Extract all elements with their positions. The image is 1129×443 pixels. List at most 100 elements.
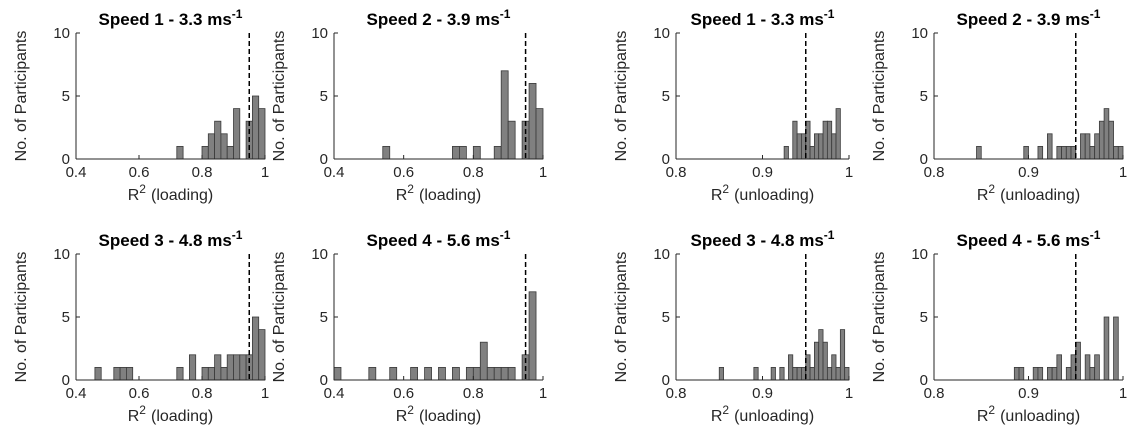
y-tick-label: 5 (320, 88, 328, 105)
histogram-bar (783, 145, 789, 160)
x-tick-label: 1 (845, 385, 853, 402)
y-tick-label: 5 (320, 309, 328, 326)
histogram-bar (792, 366, 798, 381)
histogram-bar (472, 366, 481, 381)
x-tick-label: 0.8 (666, 164, 687, 181)
x-axis-label: R2 (loading) (396, 182, 482, 204)
x-tick-label: 0.6 (393, 385, 414, 402)
histogram-bar (976, 145, 982, 160)
x-tick-label: 0.8 (666, 385, 687, 402)
y-tick-label: 10 (653, 25, 670, 42)
y-tick-label: 0 (320, 372, 328, 389)
histogram-bar (500, 366, 509, 381)
histogram-bar (528, 291, 537, 381)
histogram-bar (822, 341, 828, 381)
y-axis-label: No. of Participants (271, 31, 288, 162)
x-axis-label-symbol: R (396, 187, 408, 204)
y-axis-label: No. of Participants (613, 252, 630, 383)
histogram-bar (201, 145, 209, 160)
histogram-bar (809, 366, 815, 381)
panel-title: Speed 1 - 3.3 ms-1 (99, 7, 243, 29)
y-tick-label: 0 (320, 151, 328, 168)
histogram-bar (1094, 354, 1100, 381)
histogram-bar (424, 366, 432, 381)
panel-title-text: Speed 1 - 3.3 ms (99, 10, 232, 29)
y-tick-label: 0 (920, 151, 928, 168)
histogram-bar (1018, 366, 1025, 381)
histogram-bar (1103, 316, 1110, 381)
y-tick-label: 10 (653, 246, 670, 263)
histogram-bar (382, 145, 391, 160)
x-axis-label-symbol: R (128, 187, 140, 204)
histogram-bar (814, 341, 820, 381)
x-axis-label-suffix: (loading) (419, 408, 481, 425)
panel-title-superscript: -1 (500, 228, 511, 242)
panel-title: Speed 4 - 5.6 ms-1 (367, 228, 511, 250)
x-axis-label-symbol: R (977, 187, 989, 204)
histogram-bars (783, 108, 841, 160)
x-axis-label-superscript: 2 (988, 182, 995, 196)
histogram-bar (835, 108, 841, 160)
x-axis-label-symbol: R (128, 408, 140, 425)
histogram-bar (796, 366, 802, 381)
histogram-bar (493, 366, 502, 381)
y-tick-label: 0 (62, 372, 70, 389)
x-axis-label-suffix: (unloading) (734, 408, 814, 425)
x-tick-label: 1 (539, 164, 547, 181)
histogram-bars (176, 95, 266, 160)
y-tick-label: 10 (311, 246, 328, 263)
x-axis-label-suffix: (unloading) (1000, 408, 1080, 425)
panel-title-text: Speed 1 - 3.3 ms (691, 10, 824, 29)
histogram-bar (818, 133, 824, 160)
histogram-bar (233, 108, 241, 160)
histogram-bar (214, 120, 222, 160)
x-tick-label: 0.4 (324, 164, 345, 181)
y-axis-label: No. of Participants (13, 252, 30, 383)
histogram-bar (1056, 145, 1062, 160)
y-tick-label: 0 (662, 372, 670, 389)
x-tick-label: 0.8 (463, 164, 484, 181)
y-tick-label: 5 (662, 309, 670, 326)
x-tick-label: 0.6 (129, 385, 150, 402)
histogram-bar (500, 70, 509, 160)
histogram-bar (207, 133, 216, 160)
panel-title-superscript: -1 (500, 7, 511, 21)
histogram-bar (1013, 366, 1020, 381)
histogram-bar (718, 366, 724, 381)
x-tick-label: 0.8 (924, 164, 945, 181)
x-tick-label: 1 (539, 385, 547, 402)
histogram-bar (1103, 108, 1110, 160)
histogram-bar (1084, 354, 1091, 381)
y-tick-label: 5 (62, 309, 70, 326)
histogram-bar (1056, 354, 1062, 381)
histogram-bar (779, 366, 785, 381)
y-tick-label: 10 (53, 246, 70, 263)
histogram-bar (1098, 120, 1105, 160)
histogram-bar (1032, 366, 1039, 381)
panel-title-text: Speed 4 - 5.6 ms (367, 231, 500, 250)
x-tick-label: 0.6 (393, 164, 414, 181)
x-tick-label: 0.9 (752, 164, 773, 181)
histogram-bar (113, 366, 121, 381)
y-tick-label: 5 (62, 88, 70, 105)
histogram-bar (1061, 145, 1067, 160)
histogram-bar (535, 108, 544, 160)
x-axis-label-superscript: 2 (722, 182, 729, 196)
histogram-bar (1047, 133, 1053, 160)
x-axis-label-symbol: R (977, 408, 989, 425)
x-tick-label: 0.9 (752, 385, 773, 402)
histogram-bar (251, 95, 260, 160)
histogram-bar (239, 354, 247, 381)
y-axis-label: No. of Participants (871, 31, 888, 162)
histogram-bar (389, 366, 398, 381)
x-axis-label-superscript: 2 (139, 182, 146, 196)
x-tick-label: 1 (1119, 164, 1127, 181)
histogram-bar (258, 108, 266, 160)
y-axis-label: No. of Participants (13, 31, 30, 162)
panel-title: Speed 2 - 3.9 ms-1 (957, 7, 1101, 29)
histogram-bar (818, 329, 824, 381)
histogram-bar (788, 354, 794, 381)
